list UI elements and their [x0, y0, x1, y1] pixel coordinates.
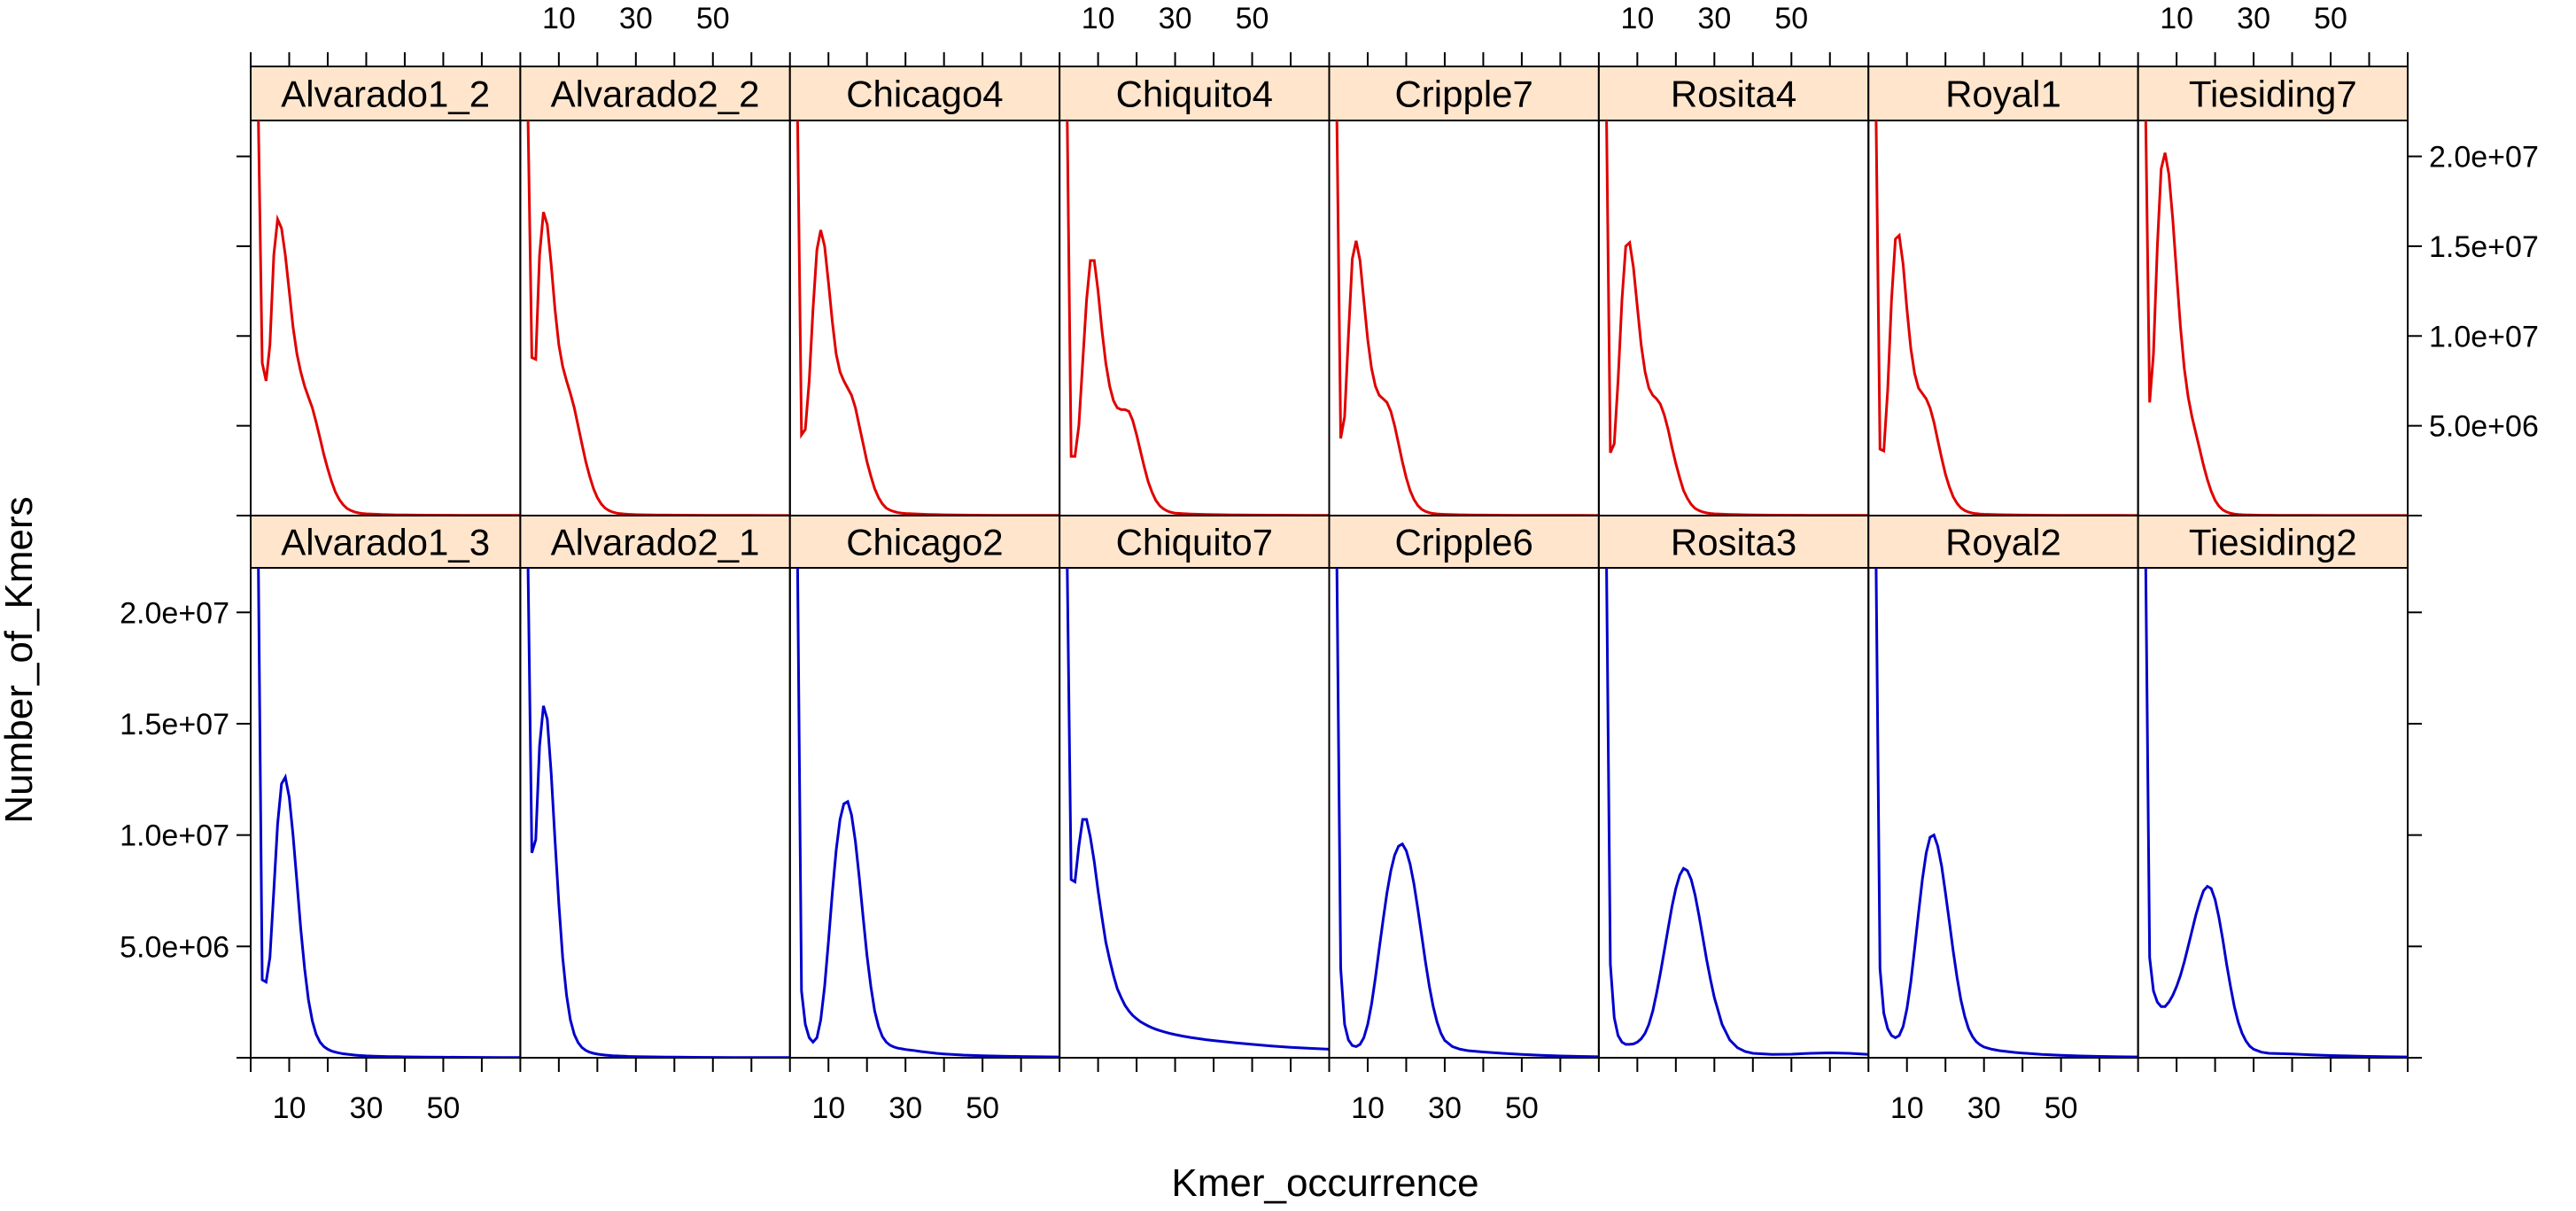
strip-label: Chiquito7	[1116, 522, 1273, 563]
series-line-Cripple7	[1335, 120, 1599, 516]
series-line-Cripple6	[1335, 568, 1599, 1058]
strip-background	[1328, 66, 1600, 121]
strip-background	[1059, 66, 1331, 121]
x-tick-label: 30	[350, 1091, 384, 1125]
x-tick-label: 10	[1082, 2, 1115, 35]
series-line-Rosita3	[1605, 568, 1869, 1056]
strip-background	[1867, 515, 2139, 569]
y-tick-label: 1.5e+07	[120, 708, 229, 741]
x-tick-label: 10	[1890, 1091, 1924, 1125]
x-tick-label: 10	[811, 1091, 845, 1125]
series-line-Tiesiding7	[2144, 120, 2408, 516]
y-tick-label: 1.0e+07	[120, 819, 229, 853]
strip-background	[788, 515, 1061, 569]
x-tick-label: 10	[1351, 1091, 1385, 1125]
y-tick-label: 2.0e+07	[120, 596, 229, 630]
strip-label: Alvarado2_1	[551, 522, 760, 563]
series-line-Alvarado1_2	[257, 120, 521, 516]
strip-label: Tiesiding7	[2189, 74, 2357, 115]
strip-background	[1597, 66, 1870, 121]
strip-label: Rosita4	[1671, 74, 1796, 115]
x-tick-label: 10	[542, 2, 576, 35]
strip-label: Tiesiding2	[2189, 522, 2357, 563]
panel-frame	[788, 120, 1061, 516]
x-tick-label: 10	[273, 1091, 306, 1125]
strip-label: Alvarado1_2	[281, 74, 490, 115]
strip-label: Rosita3	[1671, 522, 1796, 563]
strip-label: Cripple7	[1394, 74, 1532, 115]
x-tick-label: 30	[619, 2, 653, 35]
series-line-Chiquito7	[1066, 568, 1330, 1051]
x-tick-label: 50	[1774, 2, 1808, 35]
panel-frame	[1867, 567, 2139, 1059]
strip-label: Royal1	[1945, 74, 2061, 115]
y-tick-label: 5.0e+06	[120, 930, 229, 964]
series-line-Alvarado2_1	[526, 568, 790, 1058]
strip-label: Chiquito4	[1116, 74, 1273, 115]
x-tick-label: 50	[426, 1091, 460, 1125]
y-tick-label: 1.0e+07	[2429, 320, 2539, 353]
series-line-Royal1	[1874, 120, 2138, 516]
x-tick-label: 30	[1428, 1091, 1462, 1125]
strip-background	[250, 66, 522, 121]
x-tick-label: 30	[888, 1091, 922, 1125]
x-axis-title: Kmer_occurrence	[1171, 1161, 1478, 1205]
panel-frame	[2137, 567, 2409, 1059]
x-tick-label: 10	[1620, 2, 1654, 35]
panel-frame	[1328, 120, 1600, 516]
strip-label: Cripple6	[1394, 522, 1532, 563]
series-line-Chiquito4	[1066, 120, 1330, 516]
strip-label: Chicago2	[846, 522, 1003, 563]
series-line-Chicago4	[795, 120, 1060, 516]
series-line-Alvarado1_3	[257, 568, 521, 1058]
panel-frame	[519, 567, 791, 1059]
ticks-layer: 10 30 50 10 30 50 10 30 50 10 30 50 10 30 50 10 30 50 10 30…	[120, 2, 2539, 1125]
strip-background	[519, 66, 791, 121]
panel-frame	[519, 120, 791, 516]
x-tick-label: 50	[966, 1091, 999, 1125]
y-tick-label: 1.5e+07	[2429, 230, 2539, 264]
series-line-Tiesiding2	[2144, 568, 2408, 1058]
strip-label: Royal2	[1945, 522, 2061, 563]
x-tick-label: 50	[2314, 2, 2347, 35]
series-line-Royal2	[1874, 568, 2138, 1058]
strip-label: Alvarado1_3	[281, 522, 490, 563]
x-tick-label: 50	[1236, 2, 1269, 35]
strip-label: Alvarado2_2	[551, 74, 760, 115]
x-tick-label: 50	[2045, 1091, 2078, 1125]
panel-frame	[1328, 567, 1600, 1059]
x-tick-label: 30	[1159, 2, 1192, 35]
strip-background	[1597, 515, 1870, 569]
x-tick-label: 50	[1505, 1091, 1539, 1125]
x-tick-label: 10	[2160, 2, 2193, 35]
series-line-Alvarado2_2	[526, 120, 790, 516]
x-tick-label: 30	[1697, 2, 1731, 35]
panel-frame	[788, 567, 1061, 1059]
y-axis-title: Number_of_Kmers	[0, 496, 41, 823]
x-tick-label: 50	[696, 2, 730, 35]
panel-frame	[1597, 567, 1870, 1059]
series-line-Chicago2	[795, 568, 1060, 1058]
x-tick-label: 30	[2237, 2, 2270, 35]
series-line-Rosita4	[1605, 120, 1869, 516]
strip-background	[2137, 66, 2409, 121]
y-tick-label: 5.0e+06	[2429, 410, 2539, 444]
panels-layer: Alvarado1_2 Alvarado2_2 Chicago4 Chiquito4 C…	[250, 66, 2409, 1059]
strip-label: Chicago4	[846, 74, 1003, 115]
strip-background	[2137, 515, 2409, 569]
y-tick-label: 2.0e+07	[2429, 141, 2539, 175]
panel-frame	[1059, 567, 1331, 1059]
x-tick-label: 30	[1967, 1091, 2001, 1125]
